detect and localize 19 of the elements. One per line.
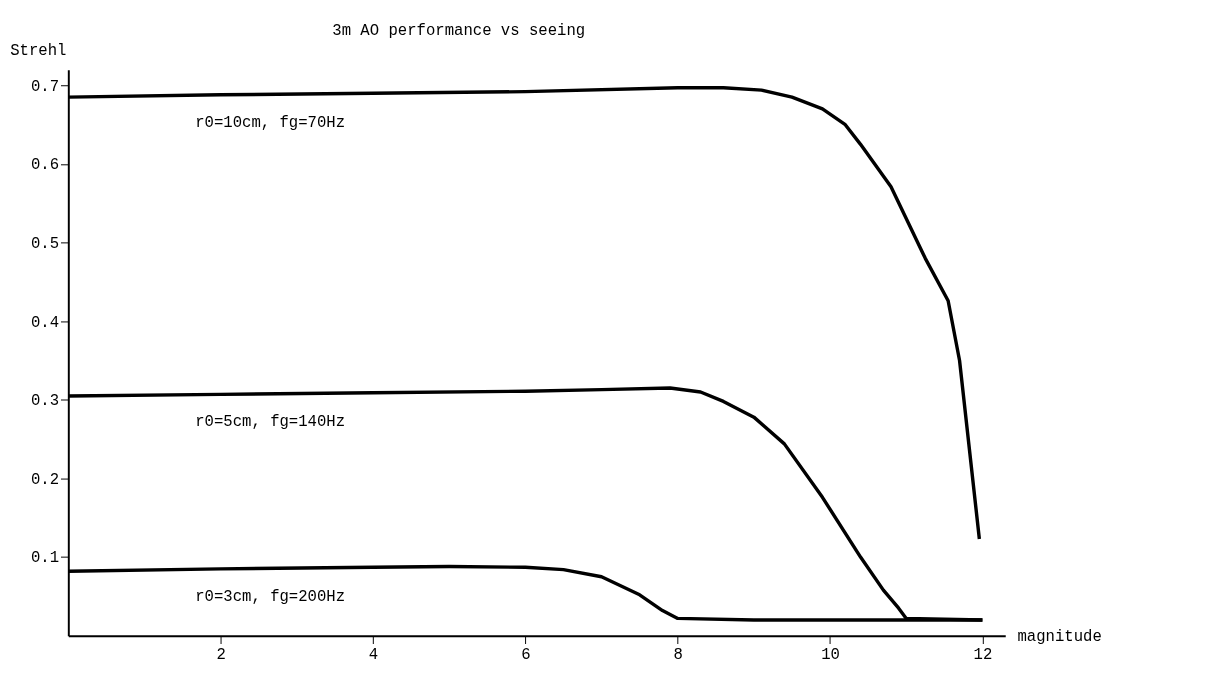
- y-tick-label: 0.5: [30, 234, 60, 253]
- series-label: r0=10cm, fg=70Hz: [195, 114, 346, 133]
- y-tick-label: 0.6: [30, 156, 60, 175]
- x-axis-title: magnitude: [1017, 628, 1102, 647]
- y-tick-label: 0.4: [30, 313, 60, 332]
- x-tick-label: 8: [673, 645, 683, 664]
- y-tick-label: 0.1: [30, 549, 60, 568]
- y-axis-title: Strehl: [10, 42, 67, 61]
- x-tick-label: 4: [368, 645, 379, 664]
- x-tick-label: 12: [973, 645, 993, 664]
- y-tick-label: 0.3: [30, 392, 60, 411]
- y-tick-label: 0.2: [30, 470, 60, 489]
- x-tick-label: 2: [216, 645, 226, 664]
- x-tick-label: 6: [521, 645, 531, 664]
- series-label: r0=5cm, fg=140Hz: [195, 413, 346, 432]
- y-tick-label: 0.7: [30, 77, 60, 96]
- series-label: r0=3cm, fg=200Hz: [195, 588, 346, 607]
- x-tick-label: 10: [821, 645, 840, 664]
- chart-title: 3m AO performance vs seeing: [332, 22, 586, 41]
